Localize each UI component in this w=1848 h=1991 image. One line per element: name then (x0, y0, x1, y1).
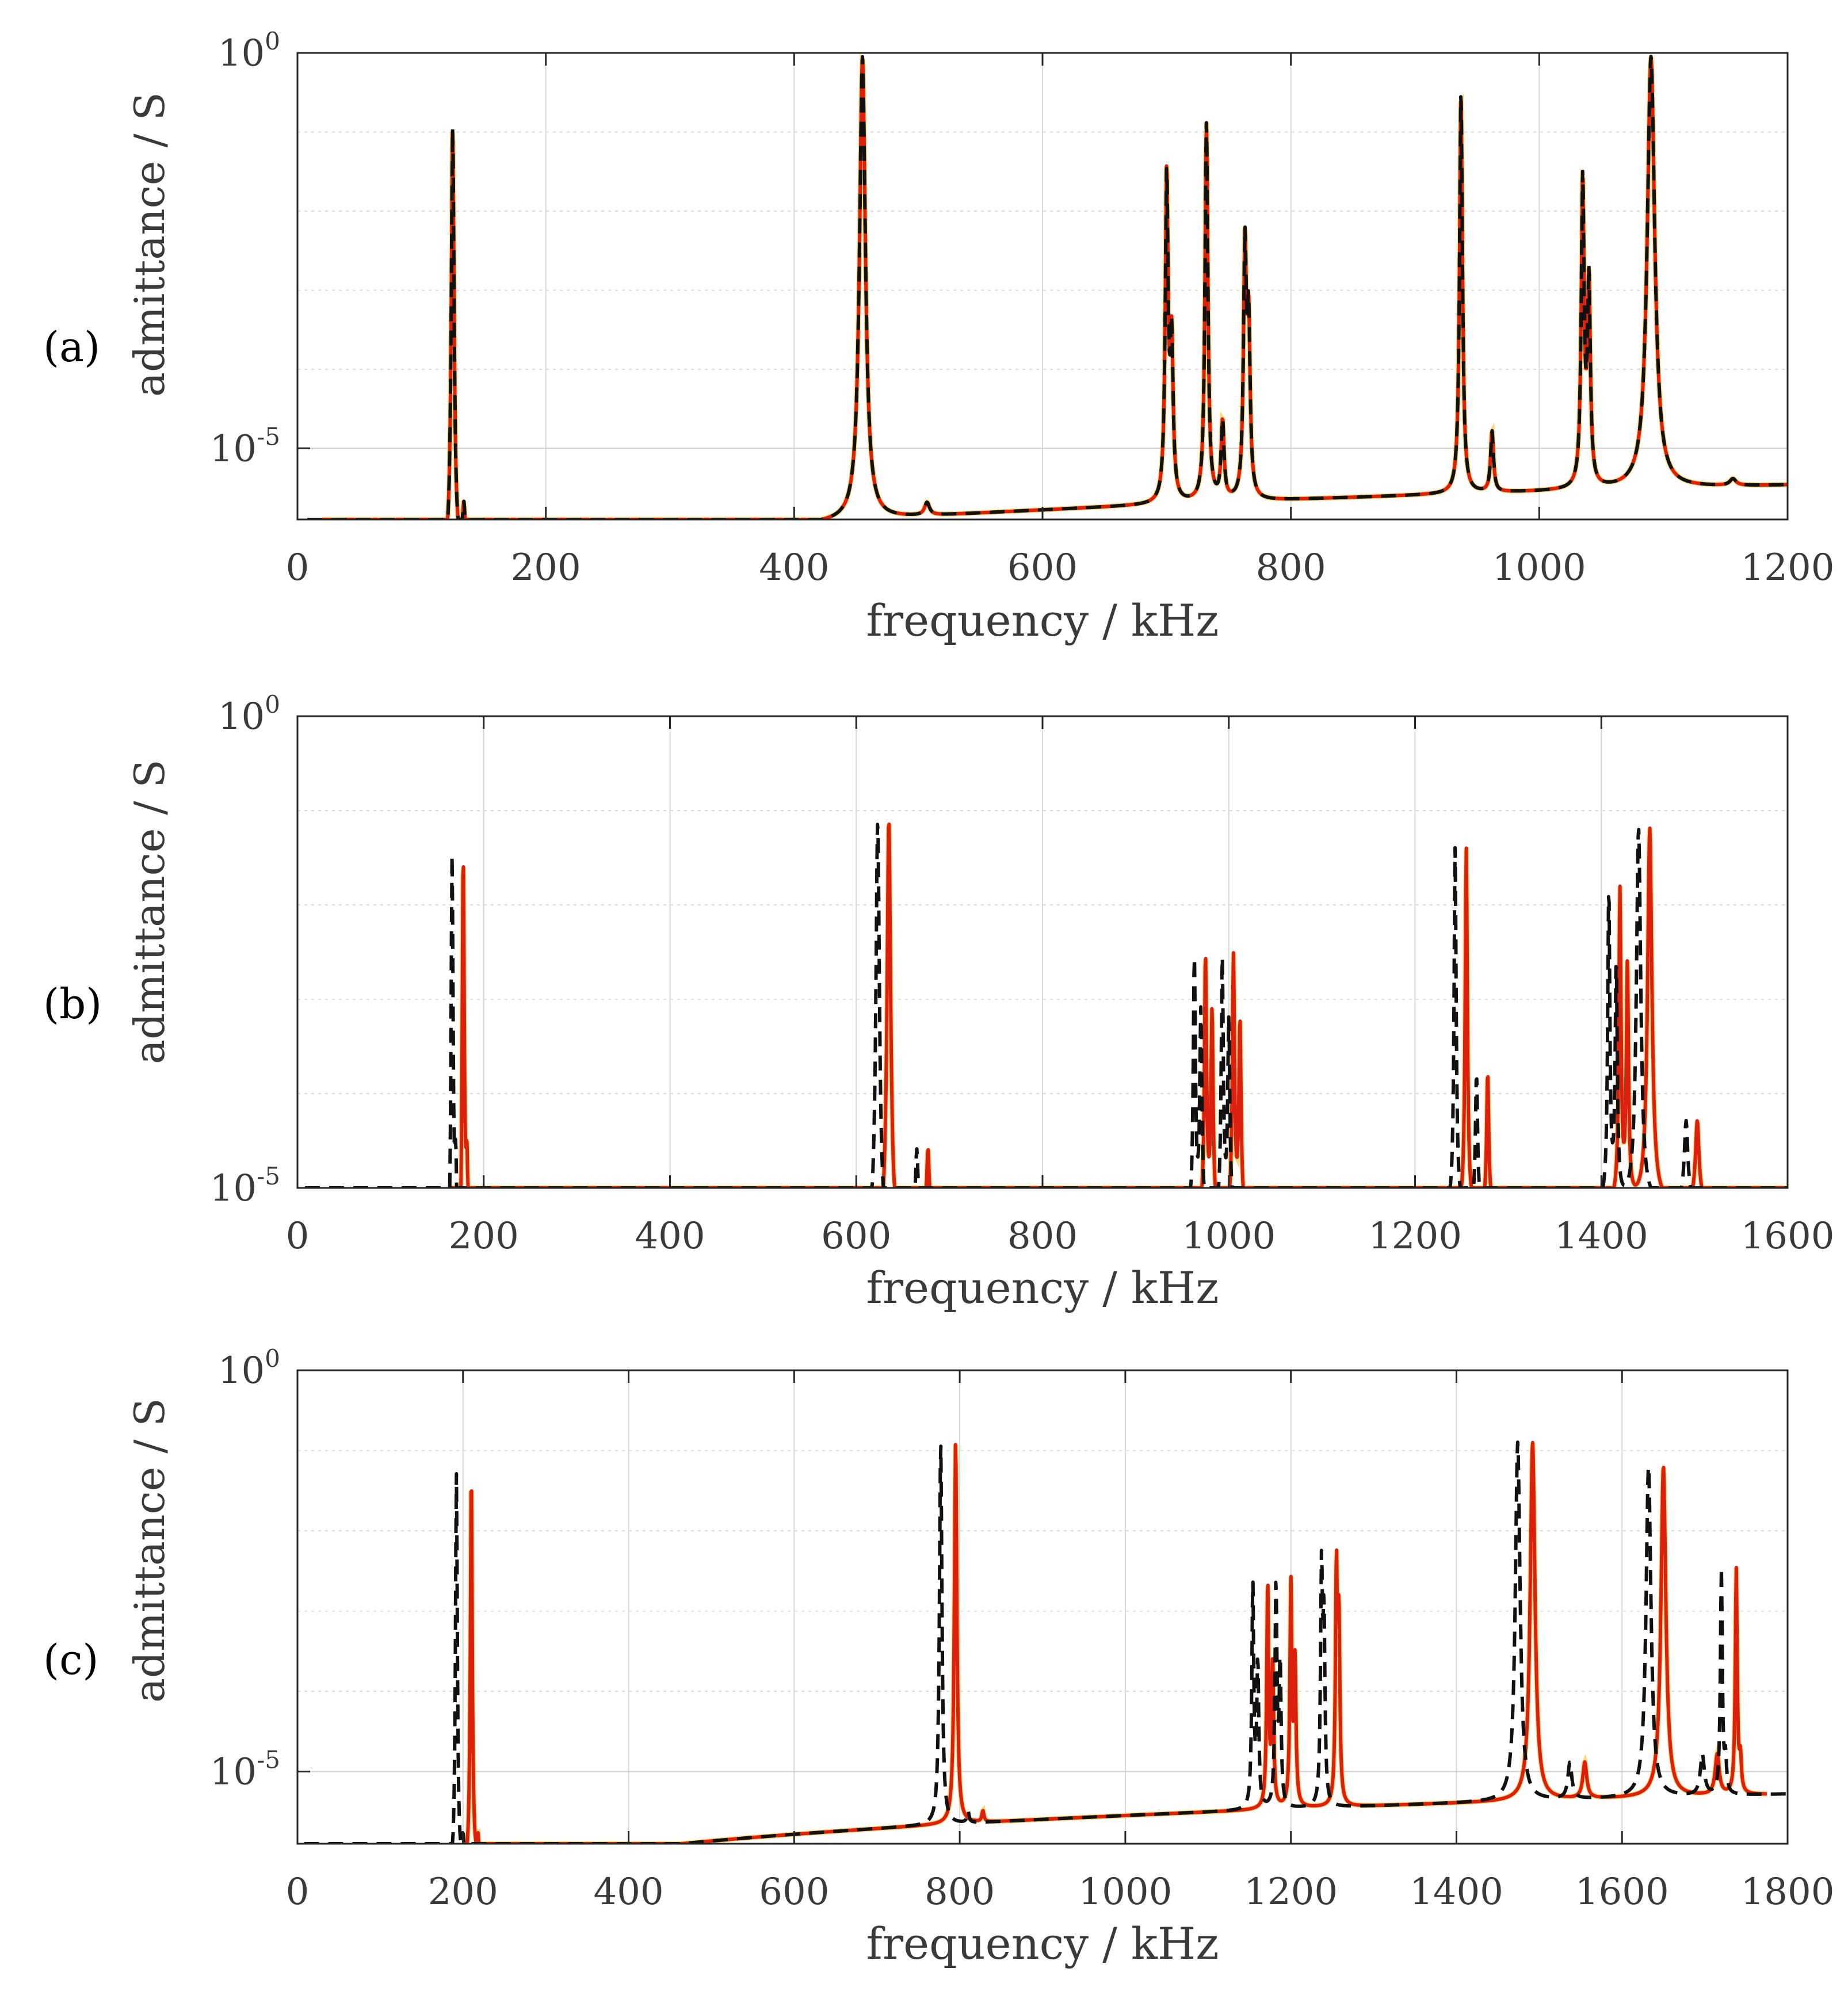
series-group (306, 53, 1788, 519)
x-tick-label: 1200 (1244, 1871, 1338, 1913)
y-axis-label: admittance / S (125, 759, 174, 1064)
x-tick-label: 0 (286, 1871, 310, 1913)
x-tick-label: 1600 (1741, 1215, 1835, 1258)
x-tick-label: 1000 (1182, 1215, 1276, 1258)
x-tick-label: 600 (821, 1215, 891, 1258)
series-group (303, 1440, 1788, 1844)
y-tick-label: 10-5 (210, 1745, 280, 1793)
x-axis-label: frequency / kHz (866, 595, 1219, 646)
grid (297, 716, 1788, 1189)
panel-b: 0 200 400 600 800 1000 1200 1400 1600 100 10-5 freq… (43, 690, 1834, 1313)
x-tick-label: 1400 (1410, 1871, 1503, 1913)
y-tick-label: 10-5 (210, 422, 280, 470)
x-tick-label: 0 (286, 547, 310, 589)
x-tick-label: 400 (593, 1871, 663, 1913)
panel-label: (b) (43, 980, 102, 1028)
series-group (303, 822, 1788, 1188)
x-tick-label: 200 (511, 547, 581, 589)
x-tick-label: 1200 (1368, 1215, 1462, 1258)
x-tick-label: 800 (1007, 1215, 1078, 1258)
x-tick-label: 1800 (1741, 1871, 1835, 1913)
x-tick-label: 200 (428, 1871, 498, 1913)
grid (297, 53, 1788, 519)
x-axis-label: frequency / kHz (866, 1918, 1219, 1969)
x-tick-label: 600 (1007, 547, 1078, 589)
x-tick-label: 1000 (1078, 1871, 1172, 1913)
x-tick-label: 0 (286, 1215, 310, 1258)
series-line-underlay (451, 823, 1788, 1188)
x-tick-label: 1600 (1575, 1871, 1669, 1913)
y-tick-label: 100 (218, 690, 280, 738)
axes-box (296, 1369, 1789, 1845)
series-line-measured (450, 822, 1788, 1188)
panel-label: (a) (43, 323, 100, 371)
series-line-simulated (306, 55, 1788, 519)
series-line-simulated (303, 1440, 1788, 1844)
y-axis-label: admittance / S (125, 1398, 174, 1703)
y-tick-label: 10-5 (210, 1162, 280, 1210)
grid (297, 1370, 1788, 1844)
x-tick-label: 200 (449, 1215, 519, 1258)
series-line-underlay (322, 53, 1788, 519)
x-tick-label: 600 (759, 1871, 829, 1913)
x-tick-label: 1200 (1741, 547, 1835, 589)
y-tick-label: 100 (218, 27, 280, 75)
x-tick-label: 400 (759, 547, 829, 589)
x-tick-label: 1400 (1555, 1215, 1648, 1258)
panel-c: 0 200 400 600 800 1000 1200 1400 1600 1800 100 10-5… (43, 1344, 1834, 1969)
y-tick-label: 100 (218, 1344, 280, 1392)
x-axis-label: frequency / kHz (866, 1262, 1219, 1313)
series-line-simulated (303, 823, 1788, 1188)
panel-label: (c) (43, 1635, 99, 1684)
x-tick-label: 400 (635, 1215, 705, 1258)
series-line-measured (321, 55, 1788, 519)
panel-a: 0 200 400 600 800 1000 1200 100 10-5 frequency / … (43, 27, 1834, 646)
x-tick-label: 800 (1256, 547, 1326, 589)
x-tick-label: 1000 (1492, 547, 1586, 589)
x-tick-label: 800 (925, 1871, 995, 1913)
y-axis-label: admittance / S (125, 92, 174, 397)
